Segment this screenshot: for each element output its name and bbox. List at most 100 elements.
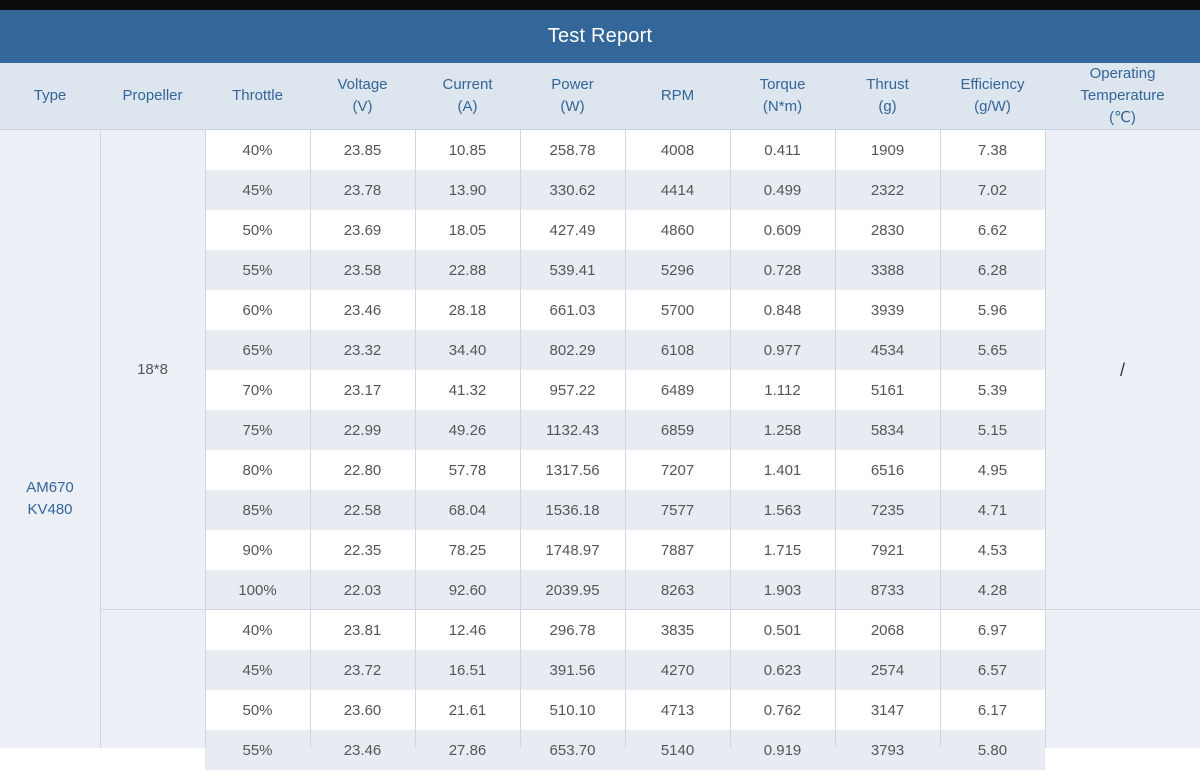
header-efficiency: Efficiency (g/W) [960,76,1025,115]
propeller-cell-2 [100,610,205,748]
cell-torque: 0.977 [763,341,802,359]
cell-thrust: 2068 [870,621,905,639]
cell-rpm: 7207 [660,461,695,479]
cell-current: 49.26 [448,421,487,439]
cell-torque: 0.609 [763,221,802,239]
cell-throttle: 40% [242,141,273,159]
cell-torque: 0.919 [763,741,802,759]
cell-voltage: 23.17 [343,381,382,399]
cell-voltage: 23.46 [343,301,382,319]
cell-power: 1536.18 [545,501,600,519]
cell-power: 510.10 [549,701,596,719]
cell-throttle: 65% [242,341,273,359]
cell-efficiency: 4.53 [977,541,1008,559]
cell-rpm: 7577 [660,501,695,519]
cell-thrust: 3939 [870,301,905,319]
cell-current: 92.60 [448,581,487,599]
cell-efficiency: 4.95 [977,461,1008,479]
cell-current: 22.88 [448,261,487,279]
cell-voltage: 23.32 [343,341,382,359]
cell-efficiency: 6.97 [977,621,1008,639]
cell-throttle: 45% [242,661,273,679]
cell-thrust: 2322 [870,181,905,199]
cell-thrust: 7235 [870,501,905,519]
cell-power: 2039.95 [545,581,600,599]
cell-rpm: 5700 [660,301,695,319]
column-divider [205,130,206,748]
cell-torque: 1.258 [763,421,802,439]
column-divider [415,130,416,748]
cell-rpm: 6859 [660,421,695,439]
cell-current: 21.61 [448,701,487,719]
header-temperature: Operating Temperature (℃) [1080,65,1165,126]
cell-rpm: 8263 [660,581,695,599]
motor-model: AM670 [26,479,74,496]
cell-current: 28.18 [448,301,487,319]
cell-torque: 0.411 [764,141,801,159]
cell-voltage: 22.03 [343,581,382,599]
cell-efficiency: 5.15 [977,421,1008,439]
cell-throttle: 75% [242,421,273,439]
cell-throttle: 45% [242,181,273,199]
column-divider [1045,130,1046,748]
cell-throttle: 50% [242,701,273,719]
cell-torque: 1.563 [763,501,802,519]
cell-torque: 1.715 [763,541,802,559]
cell-power: 296.78 [549,621,596,639]
cell-efficiency: 6.28 [977,261,1008,279]
temperature-cell-1: / [1045,130,1200,610]
cell-thrust: 6516 [870,461,905,479]
cell-rpm: 3835 [660,621,695,639]
cell-rpm: 4270 [660,661,695,679]
propeller-cell-1: 18*8 [100,130,205,610]
cell-torque: 0.499 [763,181,802,199]
cell-efficiency: 5.80 [977,741,1008,759]
cell-efficiency: 5.96 [977,301,1008,319]
cell-torque: 0.623 [763,661,802,679]
cell-efficiency: 5.39 [977,381,1008,399]
cell-current: 68.04 [448,501,487,519]
cell-rpm: 6489 [660,381,695,399]
temperature-value: / [1119,360,1125,380]
cell-thrust: 5161 [870,381,905,399]
cell-throttle: 85% [242,501,273,519]
cell-rpm: 5140 [660,741,695,759]
cell-efficiency: 4.71 [977,501,1008,519]
cell-voltage: 23.46 [343,741,382,759]
propeller-value: 18*8 [137,361,168,378]
cell-rpm: 6108 [660,341,695,359]
header-power: Power (W) [551,76,594,115]
cell-power: 427.49 [549,221,596,239]
type-cell: AM670 KV480 [0,130,100,748]
header-type: Type [33,87,67,104]
table-header: Type Propeller Throttle Voltage (V) Curre… [0,63,1200,130]
cell-torque: 1.401 [763,461,802,479]
temperature-cell-2 [1045,610,1200,748]
cell-voltage: 23.72 [343,661,382,679]
cell-rpm: 4860 [660,221,695,239]
cell-voltage: 22.80 [343,461,382,479]
cell-rpm: 7887 [660,541,695,559]
cell-current: 78.25 [448,541,487,559]
cell-thrust: 5834 [870,421,905,439]
cell-power: 802.29 [549,341,596,359]
cell-torque: 0.848 [763,301,802,319]
cell-current: 34.40 [448,341,487,359]
header-current: Current (A) [442,76,493,115]
cell-thrust: 2574 [870,661,905,679]
cell-efficiency: 6.17 [977,701,1008,719]
cell-rpm: 4414 [660,181,695,199]
cell-efficiency: 7.02 [977,181,1008,199]
cell-torque: 1.903 [763,581,802,599]
cell-voltage: 23.58 [343,261,382,279]
cell-power: 330.62 [549,181,596,199]
cell-power: 957.22 [549,381,596,399]
cell-throttle: 80% [242,461,273,479]
cell-efficiency: 6.57 [977,661,1008,679]
cell-efficiency: 5.65 [977,341,1008,359]
cell-thrust: 3388 [870,261,905,279]
cell-efficiency: 7.38 [977,141,1008,159]
cell-current: 41.32 [448,381,487,399]
cell-voltage: 23.81 [343,621,382,639]
motor-kv: KV480 [27,501,73,518]
